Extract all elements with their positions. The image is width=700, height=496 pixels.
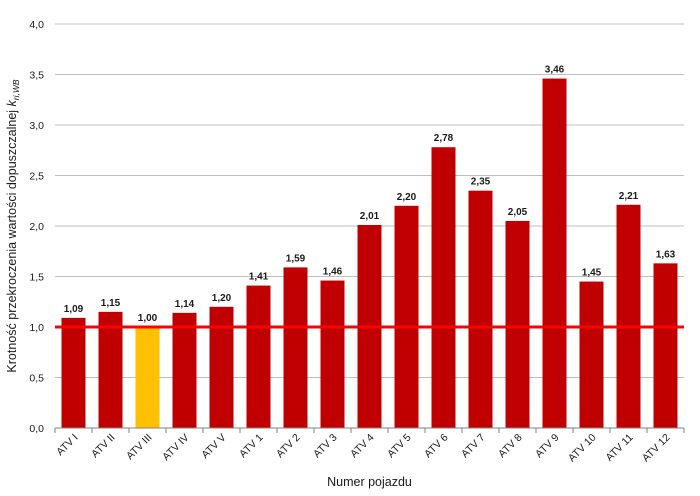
- bar: [320, 280, 345, 428]
- y-tick-label: 0,0: [29, 423, 44, 435]
- x-axis-title: Numer pojazdu: [327, 475, 412, 489]
- data-label: 1,14: [175, 299, 195, 310]
- y-tick-label: 1,0: [29, 322, 44, 334]
- bar: [209, 306, 234, 428]
- x-tick-label: ATV 3: [311, 432, 340, 461]
- x-tick-label: ATV 6: [422, 432, 451, 461]
- bar: [653, 263, 678, 428]
- bars: [61, 78, 678, 428]
- y-tick-label: 2,5: [29, 171, 44, 183]
- x-tick-label: ATV 4: [348, 432, 377, 461]
- x-tick-label: ATV 9: [533, 432, 562, 461]
- bar: [135, 327, 160, 428]
- x-axis-ticks: [54, 428, 685, 433]
- x-tick-labels: ATV I ATV II ATV III ATV IV ATV V ATV 1 ATV 2 A…: [54, 432, 673, 465]
- bar: [579, 281, 604, 428]
- data-label: 2,05: [508, 207, 528, 218]
- x-tick-label: ATV V: [199, 432, 228, 461]
- x-tick-label: ATV III: [124, 432, 155, 463]
- x-tick-label: ATV I: [54, 432, 81, 459]
- y-tick-label: 3,5: [29, 70, 44, 82]
- data-label: 2,78: [434, 133, 454, 144]
- data-label: 1,15: [101, 298, 121, 309]
- data-label: 1,46: [323, 267, 343, 278]
- y-tick-label: 0,5: [29, 373, 44, 385]
- bar: [394, 205, 419, 428]
- data-label: 1,59: [286, 253, 306, 264]
- data-label: 1,41: [249, 272, 269, 283]
- x-tick-label: ATV 5: [385, 432, 414, 461]
- bar: [431, 147, 456, 428]
- data-label: 3,46: [545, 65, 565, 76]
- x-tick-label: ATV 7: [459, 432, 488, 461]
- y-tick-label: 1,5: [29, 272, 44, 284]
- y-axis-title-symbol: k: [5, 99, 19, 106]
- data-label: 1,63: [656, 249, 676, 260]
- x-tick-label: ATV 12: [640, 432, 673, 465]
- y-tick-label: 2,0: [29, 221, 44, 233]
- data-label: 1,09: [64, 304, 84, 315]
- bar: [468, 190, 493, 428]
- bar: [505, 220, 530, 428]
- x-tick-label: ATV 10: [566, 432, 599, 465]
- x-tick-label: ATV 2: [274, 432, 303, 461]
- x-tick-label: ATV II: [89, 432, 118, 461]
- data-labels: 1,09 1,15 1,00 1,14 1,20 1,41 1,59 1,46 2,01 2,20…: [64, 65, 676, 324]
- x-tick-label: ATV IV: [160, 432, 191, 463]
- data-label: 1,00: [138, 313, 158, 324]
- y-axis-ticks: 0,0 0,5 1,0 1,5 2,0 2,5 3,0 3,5 4,0: [29, 19, 44, 435]
- data-label: 2,01: [360, 211, 380, 222]
- bar: [283, 267, 308, 428]
- data-label: 2,20: [397, 192, 417, 203]
- bar: [616, 204, 641, 428]
- y-axis-title-text: Krotność przekroczenia wartości dopuszcz…: [5, 110, 19, 373]
- data-label: 2,21: [619, 191, 639, 202]
- bar: [542, 78, 567, 428]
- bar: [98, 311, 123, 428]
- y-axis-title-subscript: ri,WB: [11, 79, 21, 100]
- x-tick-label: ATV 11: [603, 432, 635, 464]
- bar: [246, 285, 271, 428]
- y-axis-title: Krotność przekroczenia wartości dopuszcz…: [5, 79, 21, 372]
- bar: [172, 312, 197, 428]
- y-tick-label: 4,0: [29, 19, 44, 31]
- data-label: 1,45: [582, 268, 602, 279]
- data-label: 2,35: [471, 177, 491, 188]
- x-tick-label: ATV 1: [237, 432, 266, 461]
- x-tick-label: ATV 8: [496, 432, 525, 461]
- bar: [61, 317, 86, 428]
- data-label: 1,20: [212, 293, 232, 304]
- y-tick-label: 3,0: [29, 120, 44, 132]
